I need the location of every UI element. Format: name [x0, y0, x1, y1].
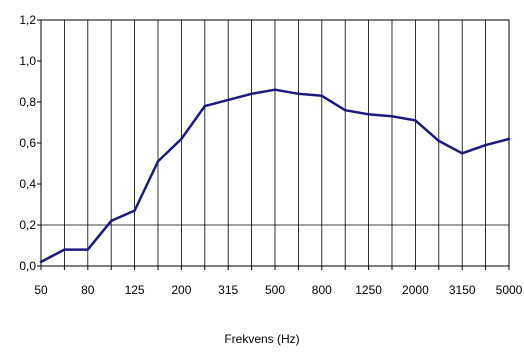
plot-area: 0,0 0,2 0,4 0,6 0,8 1,0 1,2 50 80 125 200 315 500 800…	[19, 13, 522, 297]
data-point	[461, 152, 464, 155]
y-tick-label: 0,0	[19, 259, 36, 273]
data-point	[180, 137, 183, 141]
data-point	[156, 160, 160, 163]
data-point	[297, 92, 300, 96]
x-tick-label: 315	[218, 283, 238, 297]
data-point	[133, 209, 136, 212]
data-point	[414, 119, 417, 122]
x-tick-label: 200	[171, 283, 191, 297]
data-point	[39, 260, 43, 264]
data-point	[273, 88, 277, 91]
data-point	[390, 115, 394, 118]
x-tick-label: 1250	[355, 283, 382, 297]
y-tick-label: 0,6	[19, 136, 36, 150]
data-point	[437, 139, 440, 143]
data-point	[344, 109, 347, 112]
x-tick-label: 50	[34, 283, 48, 297]
y-tick-label: 0,8	[19, 95, 36, 109]
data-point	[63, 248, 66, 251]
x-axis-title: Frekvens (Hz)	[224, 332, 300, 346]
x-tick-label: 800	[312, 283, 332, 297]
x-tick-label: 80	[81, 283, 95, 297]
y-tick-label: 1,0	[19, 54, 36, 68]
y-tick-label: 0,2	[19, 218, 36, 232]
y-tick-label: 0,4	[19, 177, 36, 191]
y-tick-label: 1,2	[19, 13, 36, 27]
data-point	[227, 98, 230, 102]
x-tick-label: 5000	[496, 283, 523, 297]
x-tick-label: 2000	[402, 283, 429, 297]
data-point	[320, 94, 323, 98]
x-tick-label: 125	[125, 283, 145, 297]
data-point	[86, 248, 90, 251]
data-point	[110, 219, 113, 223]
data-point	[250, 92, 253, 96]
data-point	[367, 113, 370, 116]
data-point	[484, 143, 487, 147]
x-tick-label: 3150	[449, 283, 476, 297]
data-point	[507, 137, 511, 141]
x-tick-label: 500	[265, 283, 285, 297]
data-point	[203, 104, 206, 108]
